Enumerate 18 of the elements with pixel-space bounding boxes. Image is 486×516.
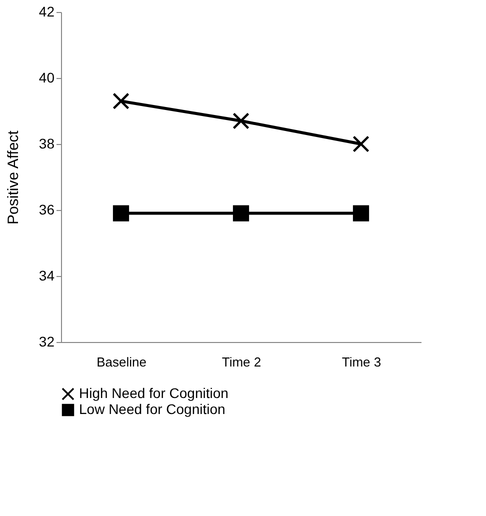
legend-label: Low Need for Cognition [79,401,226,417]
point [232,112,250,129]
point [112,93,130,110]
x-tick-label: Time 3 [342,354,382,370]
x-tick-label: Time 2 [222,354,262,370]
point [232,205,250,222]
legend-label: High Need for Cognition [79,385,228,401]
y-tick-label: 42 [38,4,55,20]
point [352,136,370,152]
y-tick-label: 38 [38,136,55,152]
y-tick-label: 36 [38,202,55,218]
y-axis-title: Positive Affect [4,130,22,224]
y-tick-label: 34 [38,268,55,284]
x-tick-label: Baseline [96,354,146,370]
y-tick-label: 32 [38,334,55,350]
point [352,205,370,222]
y-tick-label: 40 [38,70,55,86]
point [112,205,130,222]
